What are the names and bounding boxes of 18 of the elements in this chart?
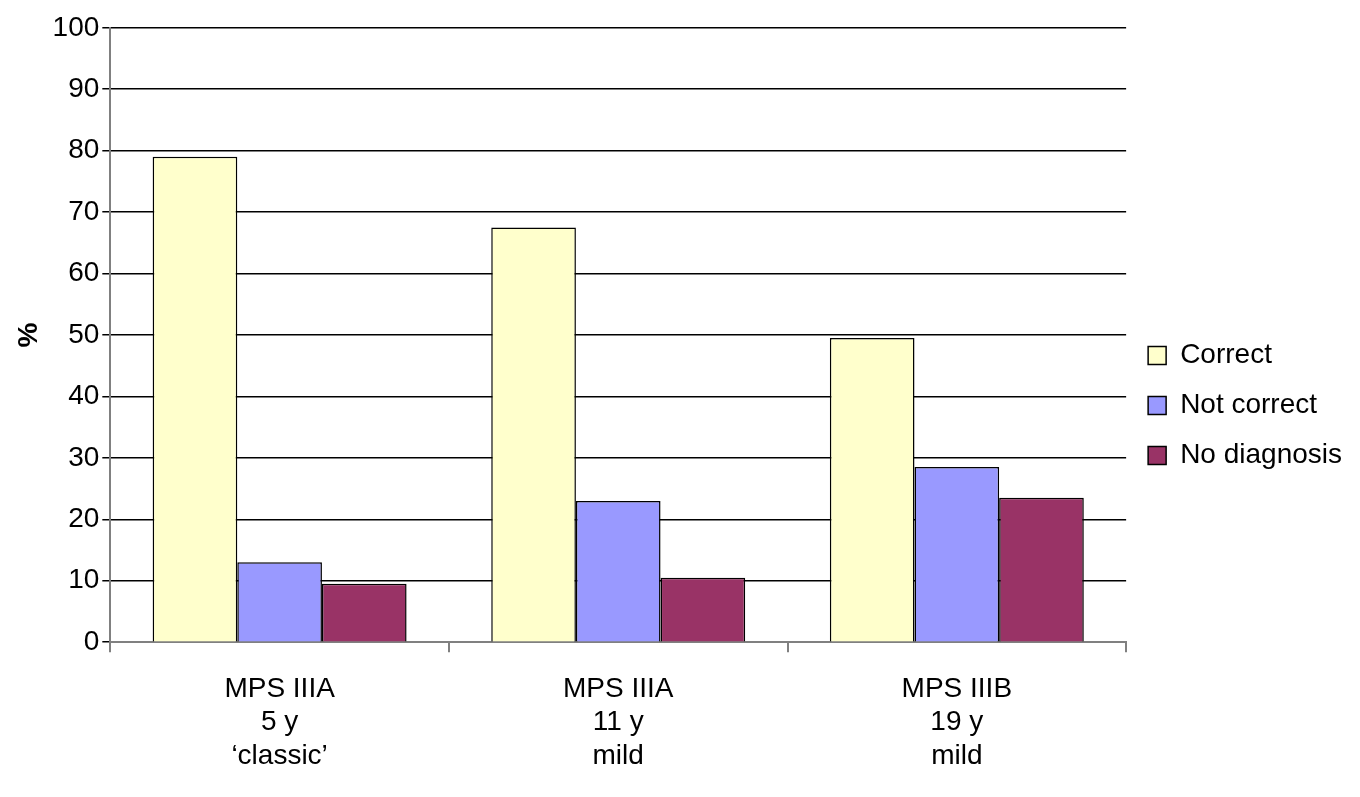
y-tick-label: 80 — [68, 133, 100, 165]
y-tick-label: 100 — [52, 10, 100, 42]
x-tick-label: MPS IIIA 5 y ‘classic’ — [224, 671, 336, 770]
legend-label: Not correct — [1180, 388, 1318, 420]
y-tick-label: 10 — [68, 563, 100, 595]
x-tick-label: MPS IIIA 11 y mild — [562, 671, 674, 770]
y-axis-title: % — [11, 322, 43, 348]
y-tick-label: 30 — [68, 440, 100, 472]
y-tick-label: 90 — [68, 71, 100, 103]
y-tick-label: 40 — [68, 379, 100, 411]
y-tick-label: 70 — [68, 194, 100, 226]
y-tick-label: 0 — [83, 624, 100, 656]
y-tick-label: 60 — [68, 256, 100, 288]
y-tick-label: 20 — [68, 502, 100, 534]
y-tick-label: 50 — [68, 317, 100, 349]
legend-label: Correct — [1180, 338, 1273, 370]
x-tick-label: MPS IIIB 19 y mild — [901, 671, 1013, 770]
legend-label: No diagnosis — [1180, 438, 1342, 470]
